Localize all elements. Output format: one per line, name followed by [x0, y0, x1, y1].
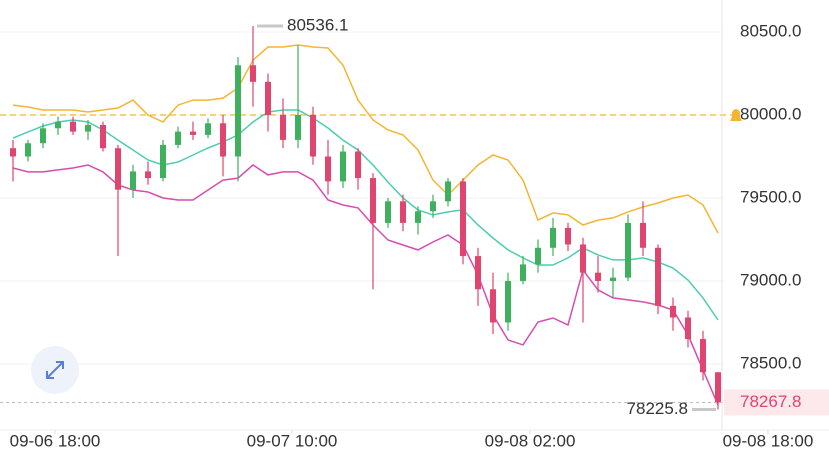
candle-body [130, 171, 137, 190]
plot-area [0, 26, 829, 410]
candle-body [310, 115, 317, 157]
candle-body [700, 339, 707, 373]
candle-body [160, 144, 167, 179]
candle-body [535, 247, 542, 265]
y-tick-label: 79500.0 [740, 187, 801, 206]
x-tick-label: 09-08 18:00 [723, 431, 814, 450]
candle-body [55, 121, 62, 129]
candle-body [430, 201, 437, 212]
candle-body [385, 201, 392, 223]
candle-body [715, 372, 722, 403]
candle-body [325, 156, 332, 182]
candle-body [10, 148, 17, 157]
candle-body [520, 264, 527, 281]
candle-body [85, 124, 92, 132]
candle-body [595, 272, 602, 281]
candle-body [490, 289, 497, 323]
candle-body [25, 143, 32, 157]
candle-body [235, 65, 242, 157]
candle-body [100, 124, 107, 149]
expand-icon[interactable] [46, 361, 64, 379]
y-tick-label: 79000.0 [740, 270, 801, 289]
band-line [12, 44, 719, 234]
candle-body [175, 131, 182, 145]
last-price-label: 78267.8 [740, 392, 801, 411]
y-tick-label: 80000.0 [740, 104, 801, 123]
y-tick-label: 80500.0 [740, 22, 801, 41]
candle-body [415, 211, 422, 223]
candle-body [40, 128, 47, 144]
x-tick-label: 09-06 18:00 [10, 431, 101, 450]
candle-body [655, 247, 662, 306]
candle-body [115, 148, 122, 190]
x-tick-label: 09-07 10:00 [247, 431, 338, 450]
candle-body [265, 81, 272, 116]
candle-body [640, 222, 647, 248]
candle-body [370, 178, 377, 223]
candle-body [610, 277, 617, 281]
candle-body [250, 65, 257, 82]
candle-body [475, 256, 482, 290]
candle-body [505, 280, 512, 323]
alert-bell [730, 109, 742, 122]
candle-body [205, 123, 212, 135]
high-label: 80536.1 [287, 16, 348, 35]
candle-body [355, 151, 362, 179]
candle-body [445, 181, 452, 202]
candle-body [685, 317, 692, 340]
candle-body [220, 123, 227, 157]
candle-body [580, 244, 587, 273]
candle-body [295, 115, 302, 140]
candle-body [340, 151, 347, 182]
candle-body [550, 227, 557, 248]
y-tick-label: 78500.0 [740, 353, 801, 372]
candle-body [145, 171, 152, 179]
candle-body [190, 131, 197, 135]
last-price-box [724, 389, 829, 416]
low-label: 78225.8 [627, 399, 688, 418]
candle-body [280, 115, 287, 140]
labels: 78500.0 79000.0 79500.0 80000.0 80500.0 09-06… [10, 16, 829, 450]
candle-body [565, 227, 572, 245]
band-line [12, 109, 719, 321]
candle-body [625, 222, 632, 278]
x-tick-label: 09-08 02:00 [485, 431, 576, 450]
candle-body [400, 201, 407, 223]
expand-button[interactable] [31, 346, 79, 394]
candle-body [670, 305, 677, 318]
candle-body [70, 121, 77, 132]
candle-body [460, 181, 467, 257]
